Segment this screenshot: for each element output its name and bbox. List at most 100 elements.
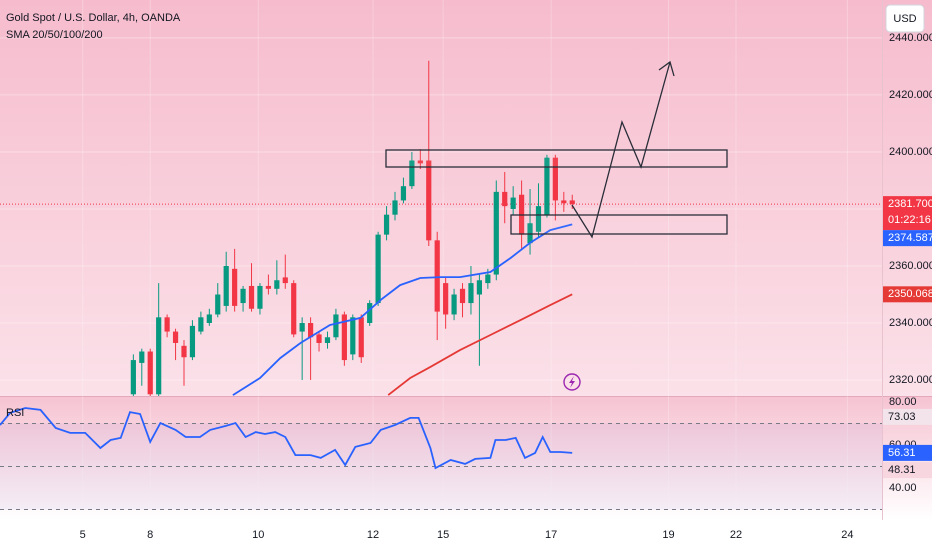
x-tick-label: 10 xyxy=(252,529,264,541)
x-tick-label: 24 xyxy=(841,529,853,541)
candle-body xyxy=(181,345,187,358)
candle-body xyxy=(367,303,373,324)
price-label: 2350.068 xyxy=(888,288,932,300)
pane-marks xyxy=(0,407,882,510)
candle-body xyxy=(172,331,179,343)
candle-body xyxy=(232,268,238,306)
candle-body xyxy=(139,351,145,363)
candle-body xyxy=(459,288,466,304)
indicator-legend: SMA 20/50/100/200 xyxy=(6,29,103,41)
x-tick-label: 5 xyxy=(80,529,86,541)
candle-body xyxy=(206,314,212,324)
candle-body xyxy=(248,285,255,309)
price-label-box xyxy=(883,444,932,461)
currency-button[interactable]: USD xyxy=(885,4,925,33)
arrow-head xyxy=(658,60,675,77)
candle-body xyxy=(358,317,364,358)
candle-body xyxy=(535,206,542,232)
candle-body xyxy=(350,317,356,355)
x-tick-label: 17 xyxy=(545,529,557,541)
candle-body xyxy=(316,334,322,343)
y-tick-label: 2400.000 xyxy=(889,146,932,158)
labels-layer: 2320.0002340.0002360.0002380.0002400.000… xyxy=(80,32,932,541)
candle-body xyxy=(198,317,204,332)
candle-body xyxy=(130,360,136,395)
candle-body xyxy=(282,277,288,284)
candle-body xyxy=(485,274,491,284)
price-label: 73.03 xyxy=(888,411,916,423)
candle-body xyxy=(223,265,229,306)
chart-title: Gold Spot / U.S. Dollar, 4h, OANDA xyxy=(6,12,181,24)
candle-body xyxy=(392,200,398,215)
price-label-box xyxy=(883,286,932,303)
candle-body xyxy=(426,160,432,241)
sma-line xyxy=(387,293,573,396)
projection-arrow xyxy=(571,61,671,239)
price-label: 2381.700 xyxy=(888,198,932,210)
candle-body xyxy=(409,160,415,187)
support-box xyxy=(510,214,728,235)
pane-marks xyxy=(0,60,882,396)
candle-body xyxy=(434,240,440,312)
candle-body xyxy=(552,157,558,201)
candle-body xyxy=(476,280,483,295)
candle-body xyxy=(561,200,567,204)
sma-line xyxy=(232,223,573,396)
icon-circle xyxy=(563,373,581,391)
marks-layer xyxy=(0,60,882,510)
price-label-box xyxy=(883,230,932,247)
candle-body xyxy=(147,351,153,395)
candle-body xyxy=(443,283,449,315)
price-label-box xyxy=(883,462,932,479)
candle-body xyxy=(299,323,305,332)
currency-button-box xyxy=(885,4,925,33)
candle-body xyxy=(468,283,474,304)
rsi-background xyxy=(0,397,932,520)
candle-body xyxy=(189,325,196,358)
candle-body xyxy=(333,314,339,338)
lightning-icon[interactable] xyxy=(563,373,581,391)
x-tick-label: 15 xyxy=(437,529,449,541)
x-tick-label: 22 xyxy=(730,529,742,541)
countdown-label: 01:22:16 xyxy=(888,214,931,226)
candle-body xyxy=(451,294,457,315)
icon-bolt xyxy=(569,376,575,388)
price-label: 56.31 xyxy=(888,447,916,459)
y-tick-label: 2340.000 xyxy=(889,317,932,329)
candle-body xyxy=(493,191,499,275)
resistance-box xyxy=(385,149,728,168)
candle-body xyxy=(324,337,331,343)
candle-body xyxy=(164,317,170,332)
main-background xyxy=(0,0,932,397)
price-label: 2374.587 xyxy=(888,232,932,244)
y-tick-label: 40.00 xyxy=(889,482,917,494)
price-label: 48.31 xyxy=(888,464,916,476)
rsi-line xyxy=(0,407,573,470)
candle-body xyxy=(527,223,533,244)
x-tick-label: 8 xyxy=(147,529,153,541)
rsi-title: RSI xyxy=(6,407,24,419)
currency-button-label: USD xyxy=(893,13,916,25)
x-tick-label: 19 xyxy=(662,529,674,541)
candle-body xyxy=(569,200,575,205)
candle-body xyxy=(400,186,407,201)
candle-body xyxy=(510,197,516,209)
candle-body xyxy=(156,317,162,395)
candle-body xyxy=(257,285,263,309)
y-tick-label: 80.00 xyxy=(889,396,917,408)
candle-body xyxy=(341,314,347,361)
candle-body xyxy=(417,160,423,164)
candle-body xyxy=(502,191,508,207)
candle-body xyxy=(375,234,381,304)
x-tick-label: 12 xyxy=(367,529,379,541)
candle-body xyxy=(291,283,297,335)
time-axis-background xyxy=(0,520,932,550)
candle-body xyxy=(215,294,221,315)
candle-body xyxy=(383,214,390,235)
candle-body xyxy=(274,280,280,289)
candle-body xyxy=(307,323,314,338)
candle-body xyxy=(265,285,271,289)
y-tick-label: 2360.000 xyxy=(889,260,932,272)
y-tick-label: 2320.000 xyxy=(889,374,932,386)
